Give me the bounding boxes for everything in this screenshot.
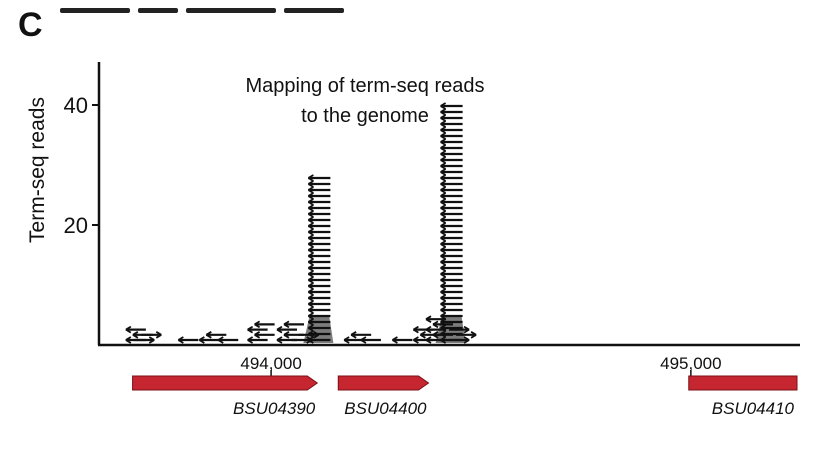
cropped-caption-strip	[60, 0, 390, 13]
read-pileup	[303, 174, 334, 344]
y-tick-label: 20	[64, 213, 88, 238]
gene-track: BSU04390 BSU04400 BSU04410	[132, 375, 798, 418]
gene-label: BSU04390	[233, 399, 316, 418]
read-pileup	[360, 336, 381, 344]
gene-label: BSU04410	[712, 399, 795, 418]
read-pileup	[134, 331, 162, 344]
axes	[97, 62, 800, 347]
read-pileup	[435, 102, 466, 344]
chart-title-line-2: to the genome	[301, 105, 429, 127]
read-pileup	[247, 320, 275, 344]
x-tick-label: 494,000	[240, 354, 301, 373]
read-pileup	[343, 331, 372, 344]
panel-letter: C	[18, 6, 43, 44]
chart-title-line-1: Mapping of term-seq reads	[245, 75, 484, 97]
y-axis-label: Term-seq reads	[26, 97, 49, 243]
x-tick-label: 495,000	[660, 354, 721, 373]
y-tick-label: 40	[64, 93, 88, 118]
gene-label: BSU04400	[344, 399, 427, 418]
read-pileup	[198, 331, 227, 344]
gene-arrow	[132, 375, 319, 391]
gene-arrow	[337, 375, 430, 391]
read-pileups	[125, 102, 477, 344]
read-pileup	[449, 325, 477, 344]
gene-arrow	[688, 375, 798, 391]
x-ticks: 494,000 495,000	[240, 354, 722, 377]
read-pileup	[391, 336, 413, 344]
read-pileup	[177, 336, 199, 344]
read-pileup	[217, 336, 239, 344]
